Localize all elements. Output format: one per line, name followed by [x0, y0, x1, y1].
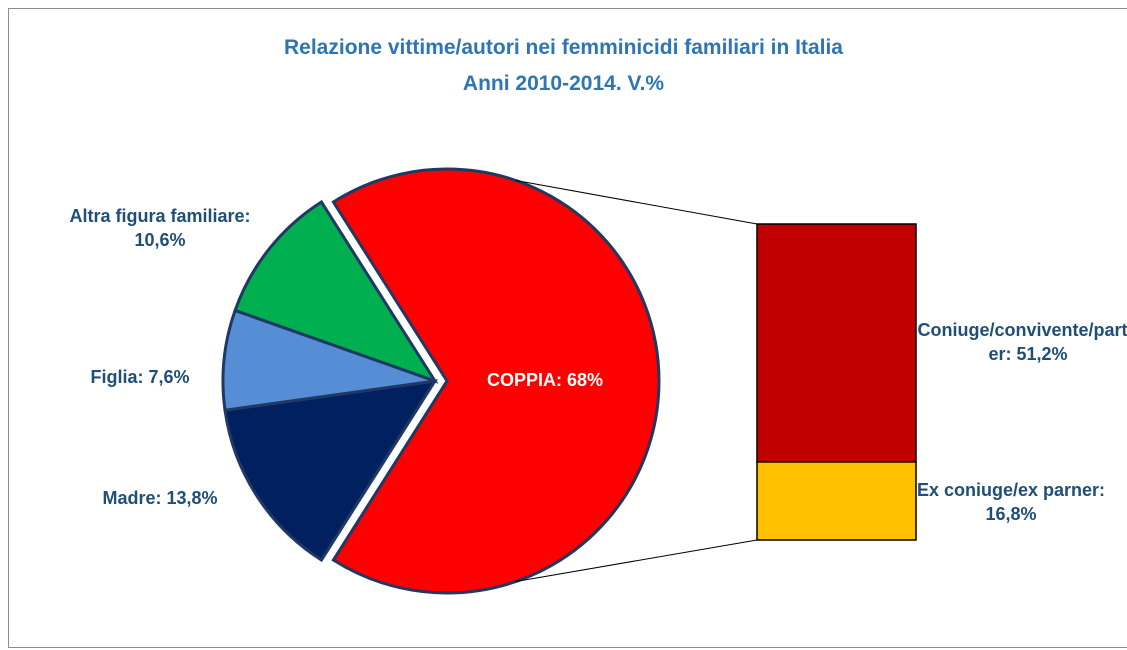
pie-slice [233, 199, 439, 384]
data-label: COPPIA: 68% [486, 370, 604, 390]
connector [515, 180, 758, 225]
data-label: Figlia: 7,6% [90, 367, 190, 387]
bar-segment [756, 223, 917, 463]
chart-subtitle: Anni 2010-2014. V.% [462, 72, 665, 95]
data-label: Coniuge/convivente/partner: 51,2% [917, 320, 1127, 364]
pie-slice [223, 379, 439, 563]
bar-segment [756, 461, 917, 541]
data-label: Ex coniuge/ex parner: 16,8% [916, 480, 1106, 524]
chart-title: Relazione vittime/autori nei femminicidi… [284, 36, 843, 59]
pie-slice [331, 167, 661, 595]
chart-frame [8, 8, 1127, 648]
data-label: Altra figura familiare: 10,6% [69, 206, 251, 250]
connector [515, 539, 758, 582]
data-label: Madre: 13,8% [102, 488, 218, 508]
pie-slice [221, 308, 436, 412]
